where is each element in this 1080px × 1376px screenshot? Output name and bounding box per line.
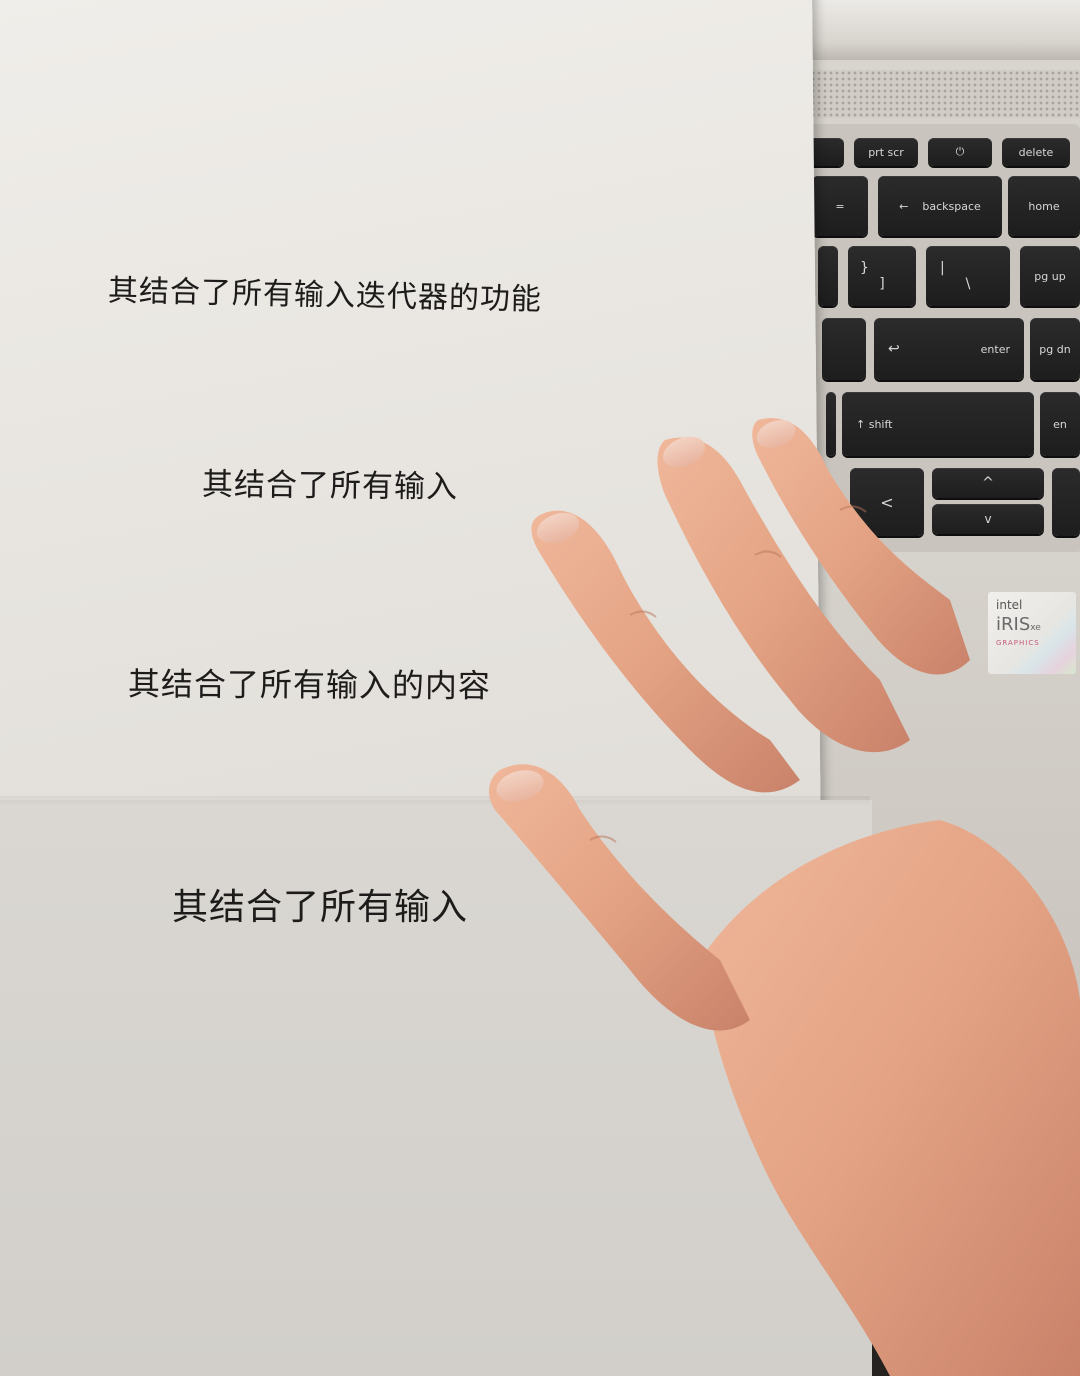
key-prt-scr: prt scr [854,138,918,166]
key-label: pg up [1034,269,1066,283]
key-label: enter [980,342,1010,356]
sticker-brand: intel [996,598,1023,612]
key-arrow-down: v [932,504,1044,534]
sticker-product-name: iRIS [996,614,1031,635]
key-partial-left [818,246,838,306]
key-pg-dn: pg dn [1030,318,1080,380]
key-power: ⏻ [928,138,992,166]
paper-text-line: 其结合了所有输入的内容 [127,665,492,705]
key-label: backspace [922,199,981,213]
key-arrow-right-partial [1052,468,1080,536]
key-label: delete [1018,145,1054,159]
key-label: ↑ shift [856,417,893,431]
key-label: prt scr [868,145,904,159]
paper-lower-section [0,800,872,1376]
key-label: home [1028,199,1060,213]
key-partial-shift-left [826,392,836,456]
hand [488,418,1080,1376]
key-equals: = [812,176,868,236]
key-partial-quote [822,318,866,380]
key-delete: delete [1002,138,1070,166]
key-label: \ [965,276,971,292]
key-label: ] [879,276,885,292]
backspace-arrow-icon: ← [899,199,909,213]
intel-iris-sticker: intel iRISxe GRAPHICS [988,592,1076,674]
key-backspace: ← backspace [878,176,1002,236]
arrow-up-icon: ^ [982,475,994,491]
sticker-product: iRISxe [996,614,1068,635]
arrow-left-icon: < [880,492,894,512]
speaker-grille [810,70,1080,118]
key-enter: ↩ enter [874,318,1024,380]
paper-fold-line [0,796,870,806]
key-brace: } ] [848,246,916,306]
key-label: pg dn [1039,342,1071,356]
key-pipe: | \ [926,246,1010,306]
key-partial-top-left [808,138,844,166]
key-pg-up: pg up [1020,246,1080,306]
paper-text-line: 其结合了所有输入 [172,887,469,928]
sticker-sub: GRAPHICS [996,639,1040,647]
sticker-product-suffix: xe [1030,623,1041,633]
laptop-hinge [780,0,1080,60]
enter-arrow-icon: ↩ [888,341,900,357]
key-arrow-up: ^ [932,468,1044,498]
key-home: home [1008,176,1080,236]
key-end: en [1040,392,1080,456]
key-label: = [835,199,845,213]
key-shift: ↑ shift [842,392,1034,456]
key-label: | [940,260,945,276]
paper-text-line: 其结合了所有输入 [201,466,459,506]
arrow-down-icon: v [984,512,992,526]
key-label: en [1053,417,1067,431]
power-icon: ⏻ [955,145,965,158]
paper-text-line: 其结合了所有输入迭代器的功能 [107,273,543,318]
key-label: } [860,260,869,276]
